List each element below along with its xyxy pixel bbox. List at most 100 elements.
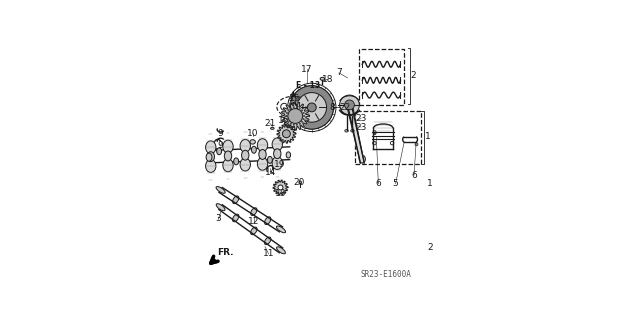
Text: SR23-E1600A: SR23-E1600A [360, 270, 411, 279]
Circle shape [303, 112, 304, 114]
Text: 7: 7 [336, 68, 341, 77]
Ellipse shape [216, 204, 225, 211]
Ellipse shape [216, 187, 225, 193]
Text: 6: 6 [375, 179, 381, 188]
Text: 6: 6 [411, 171, 417, 180]
Ellipse shape [278, 159, 281, 163]
Text: E - 13: E - 13 [296, 81, 320, 90]
Ellipse shape [241, 150, 249, 160]
Text: 8: 8 [330, 103, 336, 112]
Text: 9: 9 [218, 141, 224, 150]
Bar [355, 111, 421, 164]
Ellipse shape [205, 141, 216, 154]
Circle shape [340, 95, 359, 115]
Ellipse shape [251, 227, 257, 235]
Ellipse shape [265, 237, 271, 244]
Circle shape [297, 92, 326, 122]
Text: 21: 21 [264, 119, 275, 128]
Circle shape [288, 108, 302, 124]
Circle shape [373, 131, 376, 133]
Text: 23: 23 [355, 123, 367, 132]
Circle shape [299, 108, 301, 109]
Circle shape [288, 121, 289, 123]
Ellipse shape [320, 77, 324, 80]
Circle shape [290, 86, 333, 129]
Text: 13: 13 [275, 189, 287, 198]
Circle shape [301, 109, 303, 111]
Text: 2: 2 [410, 71, 416, 80]
Ellipse shape [232, 196, 239, 204]
Ellipse shape [272, 157, 282, 170]
Text: 11: 11 [263, 250, 275, 259]
Ellipse shape [277, 247, 285, 254]
Text: 14: 14 [265, 168, 277, 177]
Circle shape [285, 115, 287, 117]
Circle shape [301, 121, 303, 123]
Circle shape [286, 118, 288, 120]
Ellipse shape [223, 159, 233, 172]
Text: 19: 19 [274, 160, 285, 169]
Text: 12: 12 [248, 218, 260, 227]
Circle shape [296, 107, 297, 108]
Ellipse shape [345, 130, 348, 132]
Ellipse shape [240, 140, 251, 152]
Text: 20: 20 [294, 178, 305, 187]
Circle shape [373, 141, 376, 145]
Ellipse shape [240, 158, 251, 171]
Ellipse shape [257, 139, 268, 151]
Ellipse shape [299, 181, 301, 184]
Circle shape [391, 141, 394, 145]
Text: 5: 5 [392, 179, 398, 188]
Circle shape [373, 132, 376, 135]
Polygon shape [346, 105, 364, 163]
Ellipse shape [206, 153, 212, 161]
Ellipse shape [273, 149, 281, 159]
Circle shape [304, 115, 305, 117]
Circle shape [290, 123, 292, 124]
Circle shape [345, 100, 355, 110]
Circle shape [282, 130, 290, 138]
Text: 3: 3 [215, 214, 221, 223]
Text: 18: 18 [322, 75, 333, 84]
Bar [358, 50, 404, 105]
Text: 1: 1 [427, 179, 433, 188]
Ellipse shape [359, 155, 365, 163]
Circle shape [290, 108, 292, 109]
Text: 22: 22 [340, 103, 351, 112]
Circle shape [286, 112, 288, 114]
Ellipse shape [223, 140, 233, 153]
Ellipse shape [351, 130, 354, 132]
Polygon shape [273, 180, 288, 195]
Circle shape [307, 103, 316, 112]
Ellipse shape [207, 152, 214, 162]
Ellipse shape [259, 149, 266, 159]
Text: 1: 1 [425, 132, 430, 141]
Text: 23: 23 [355, 114, 367, 123]
Ellipse shape [272, 138, 282, 151]
Ellipse shape [250, 140, 255, 144]
Ellipse shape [286, 152, 290, 158]
Ellipse shape [257, 157, 268, 170]
Text: 15: 15 [289, 94, 301, 103]
Text: 17: 17 [301, 65, 312, 74]
Ellipse shape [277, 226, 285, 233]
Circle shape [293, 107, 294, 108]
Circle shape [415, 143, 418, 146]
Ellipse shape [267, 156, 272, 163]
Ellipse shape [205, 160, 216, 172]
Ellipse shape [232, 214, 239, 222]
Ellipse shape [265, 217, 271, 225]
Text: FR.: FR. [217, 248, 234, 257]
Text: 9: 9 [218, 129, 224, 138]
Circle shape [296, 124, 297, 125]
Polygon shape [277, 124, 295, 143]
Ellipse shape [251, 146, 256, 153]
Ellipse shape [224, 151, 232, 161]
Polygon shape [281, 102, 309, 130]
Circle shape [299, 123, 301, 124]
Circle shape [278, 185, 283, 190]
Ellipse shape [217, 148, 222, 155]
Ellipse shape [234, 158, 239, 165]
Circle shape [293, 124, 294, 125]
Text: 2: 2 [427, 243, 433, 252]
